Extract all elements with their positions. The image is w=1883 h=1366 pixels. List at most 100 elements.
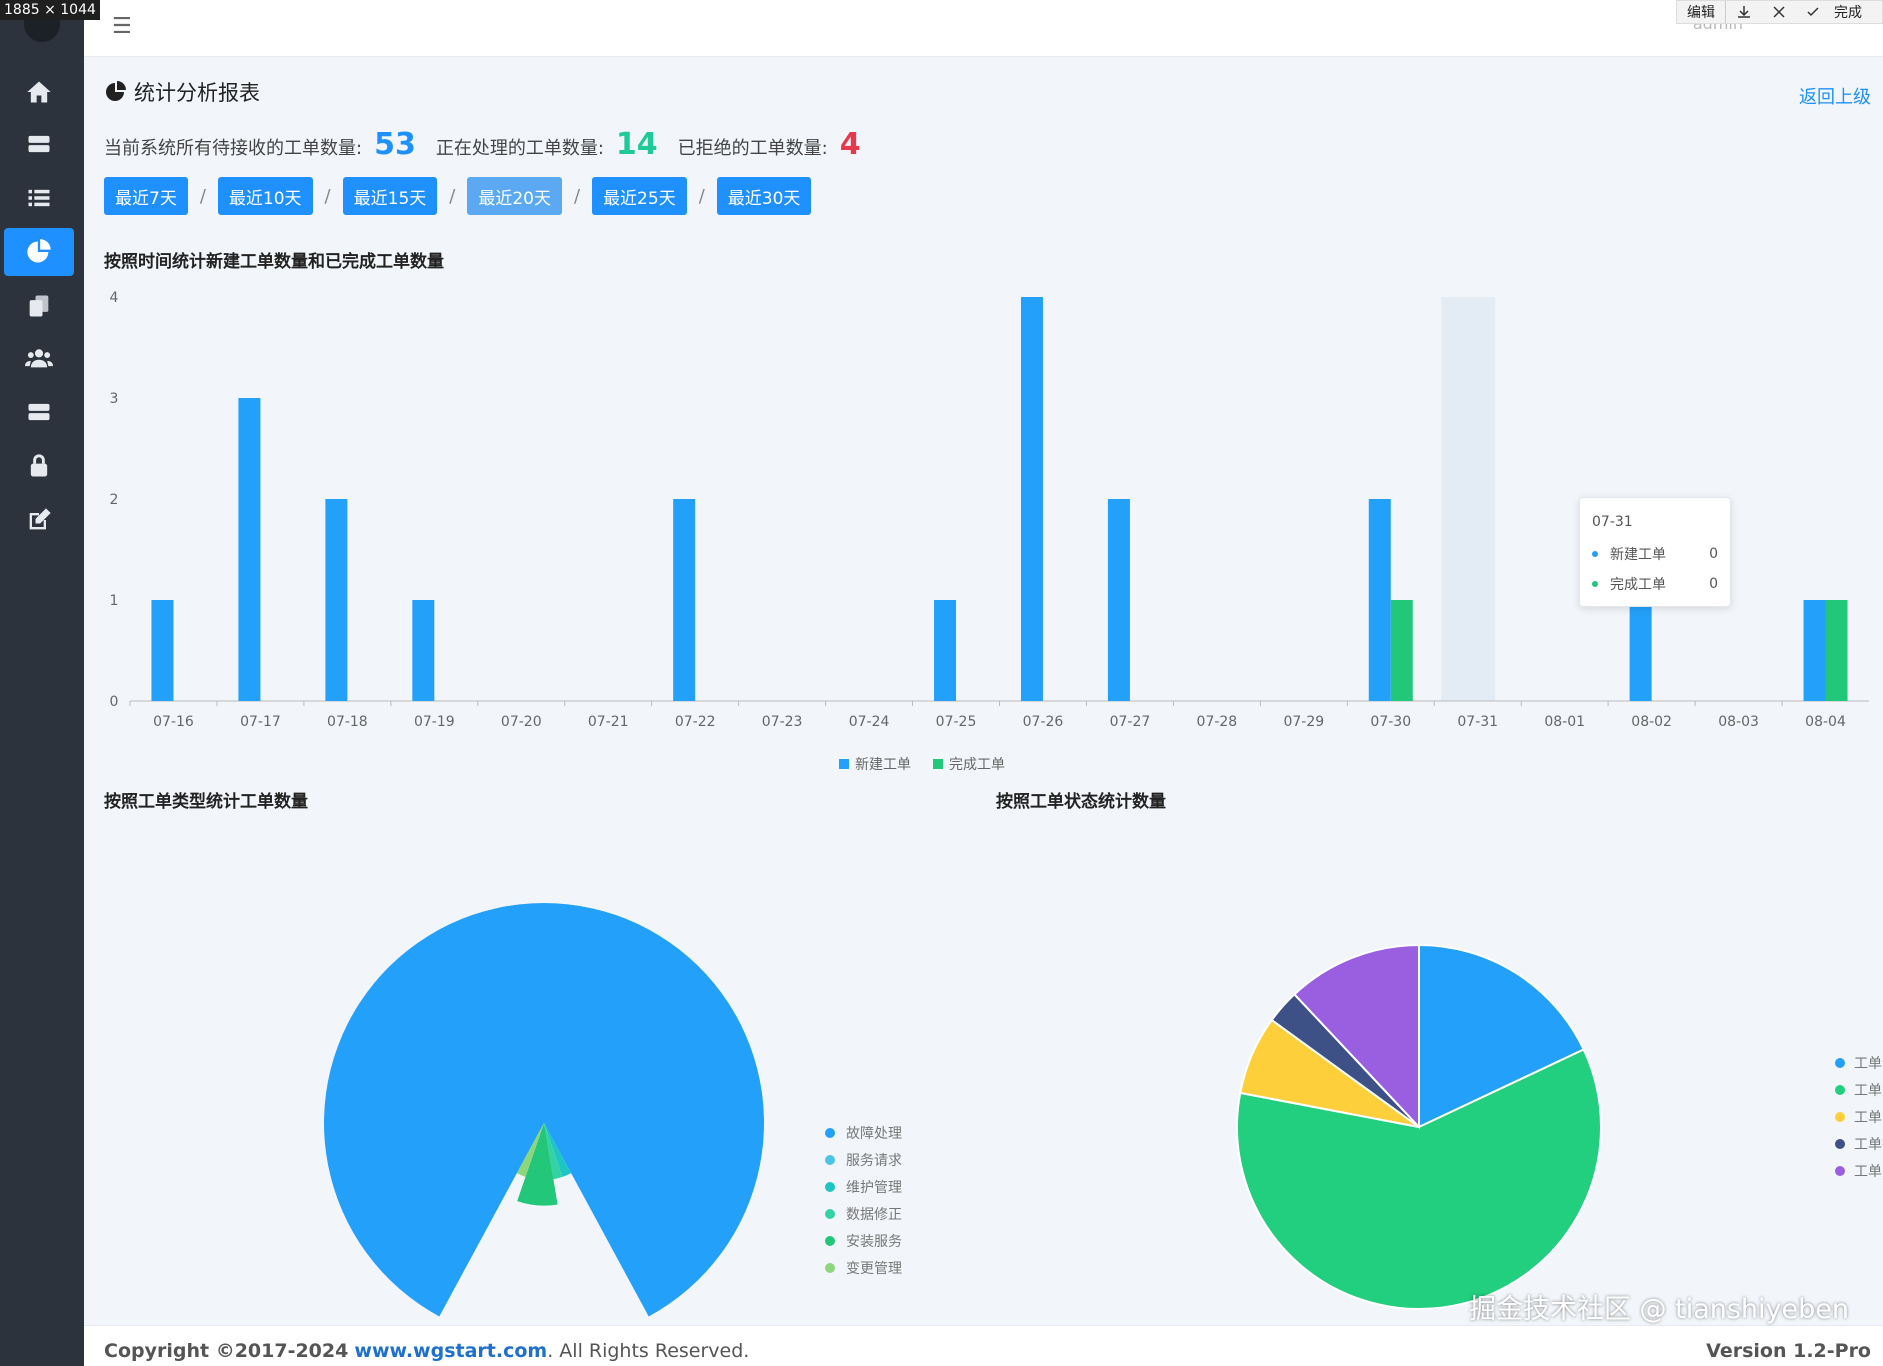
sidebar-item-home[interactable] [4,68,74,116]
legend-dot [1835,1139,1845,1149]
series-dot [1592,551,1598,557]
legend-label: 工单拒绝次数 [1854,1137,1883,1153]
legend-label: 工单评论次数 [1854,1056,1883,1072]
back-link[interactable]: 返回上级 [1799,87,1871,108]
x-tick-label: 07-23 [762,714,803,730]
rose-sector [324,903,764,1317]
version-label: Version 1.2-Pro [1706,1340,1871,1362]
x-tick-label: 07-31 [1457,714,1498,730]
menu-toggle-icon[interactable]: ☰ [112,14,132,39]
server-icon [28,135,50,153]
rejected-label: 已拒绝的工单数量: [677,138,828,159]
bar [325,499,348,701]
bar [412,600,435,701]
status-pie-chart: 工单评论次数工单处理次数工单关闭次数工单拒绝次数工单完成数量 [1236,943,1883,1310]
sidebar-item-list[interactable] [4,174,74,222]
sidebar-item-copy[interactable] [4,282,74,330]
y-tick-label: 2 [110,492,119,508]
processing-count: 14 [615,127,658,162]
legend-label: 维护管理 [846,1180,902,1196]
sidebar-item-edit[interactable] [4,496,74,544]
stats-summary: 当前系统所有待接收的工单数量: 53 正在处理的工单数量: 14 已拒绝的工单数… [104,127,881,162]
rose-sector [516,1123,544,1177]
copy-icon [29,295,49,317]
range-separator: / [698,185,705,207]
edit-button[interactable]: 编辑 [1687,5,1715,21]
range-button[interactable]: 最近10天 [217,177,313,215]
bar [1390,600,1413,701]
range-button[interactable]: 最近25天 [592,177,687,215]
bar [238,398,261,701]
page-title: 统计分析报表 [104,77,260,107]
main-content: 统计分析报表 返回上级 当前系统所有待接收的工单数量: 53 正在处理的工单数量… [84,57,1883,1326]
legend-label: 工单关闭次数 [1854,1110,1883,1126]
legend-dot [1835,1058,1845,1068]
x-tick-label: 07-19 [414,714,455,730]
bar [1107,499,1130,701]
done-label: 完成 [1834,5,1862,21]
screen-size-badge: 1885 × 1044 [0,0,100,20]
y-tick-label: 4 [110,290,119,306]
range-button[interactable]: 最近20天 [467,177,562,215]
bar [151,600,174,701]
legend-label: 工单处理次数 [1854,1083,1883,1099]
x-tick-label: 07-29 [1283,714,1324,730]
legend-label: 服务请求 [846,1153,902,1169]
done-button[interactable]: 完成 [1796,2,1882,22]
tooltip-label: 新建工单 [1610,547,1666,563]
tooltip-value: 0 [1709,576,1718,592]
sidebar-item-security[interactable] [4,442,74,490]
legend-dot [825,1182,835,1192]
bar-chart: 0 1 2 3 4 07-16 07-17 07-18 07-19 07-20 07-21 07-22… [110,290,1869,773]
toolbar-divider [1725,1,1726,23]
legend-dot [825,1128,835,1138]
pie-chart-icon [106,81,126,101]
x-tick-label: 08-01 [1544,714,1585,730]
sidebar-item-users[interactable] [4,334,74,382]
x-tick-label: 07-25 [936,714,977,730]
tooltip-label: 完成工单 [1610,577,1666,593]
range-button[interactable]: 最近15天 [342,177,438,215]
bar [1629,600,1652,701]
y-tick-label: 0 [110,694,119,710]
top-bar: ☰ admin [84,0,1883,57]
x-tick-label: 07-24 [849,714,890,730]
range-separator: / [199,185,206,207]
bar [1020,297,1043,701]
sidebar-item-server[interactable] [4,120,74,168]
rose-sector [517,1123,558,1206]
bar [1825,600,1848,701]
site-link[interactable]: www.wgstart.com [354,1340,548,1362]
range-button[interactable]: 最近7天 [104,177,188,215]
sidebar-item-statistics[interactable] [4,228,74,276]
range-separator: / [573,185,581,207]
range-button[interactable]: 最近30天 [716,177,812,215]
legend-label: 安装服务 [846,1234,902,1250]
y-tick-label: 1 [110,593,119,609]
edit-toolbar: 编辑 完成 [1676,0,1883,24]
tooltip-value: 0 [1709,546,1718,562]
x-tick-label: 07-16 [153,714,194,730]
x-tick-label: 08-03 [1718,714,1759,730]
sidebar-item-database[interactable] [4,388,74,436]
edit-icon [29,508,51,530]
bar [673,499,696,701]
chart-tooltip: 07-31 新建工单 0 完成工单 0 [1579,497,1731,607]
check-icon [1807,7,1819,17]
legend-dot [1835,1166,1845,1176]
series-dot [1592,581,1598,587]
range-separator: / [449,185,456,207]
download-icon[interactable] [1726,4,1762,20]
x-tick-label: 07-27 [1110,714,1151,730]
range-button-group: 最近7天 / 最近10天 / 最近15天 / 最近20天 / 最近25天 / 最近30天 [104,177,812,215]
x-tick-label: 08-02 [1631,714,1672,730]
hover-highlight [1441,297,1496,701]
tooltip-date: 07-31 [1592,514,1633,530]
database-icon [28,403,50,421]
legend-label: 变更管理 [846,1261,902,1277]
legend-swatch [839,759,849,769]
list-icon [28,189,50,207]
close-icon[interactable] [1762,5,1796,19]
x-tick-label: 07-17 [240,714,281,730]
